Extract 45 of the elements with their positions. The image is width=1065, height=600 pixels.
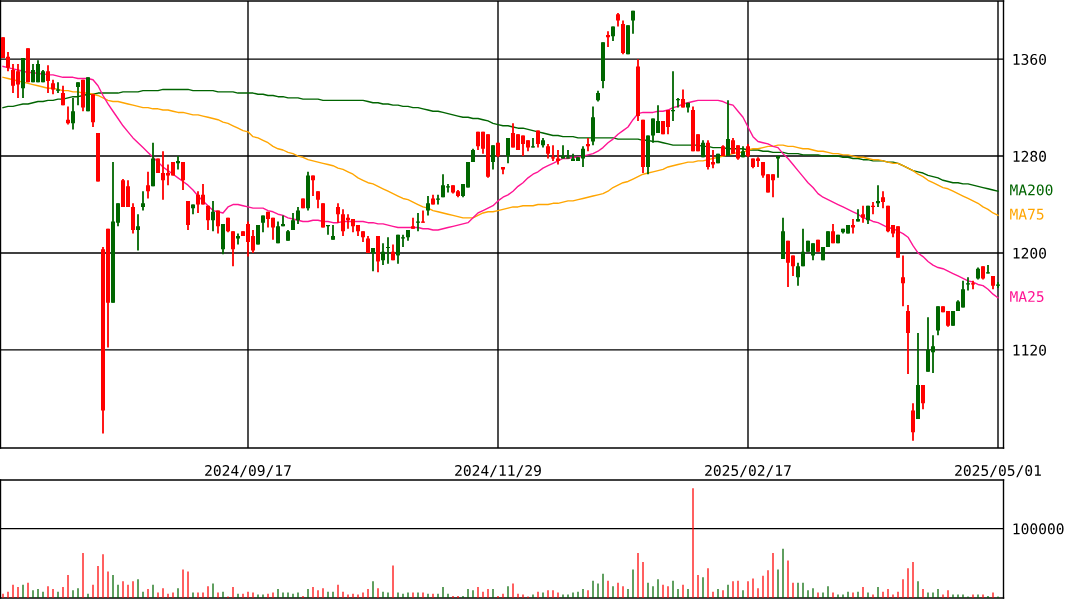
candlestick — [436, 193, 440, 206]
candlestick — [136, 213, 140, 252]
y-tick-label: 100000 — [1013, 523, 1064, 535]
candlestick — [681, 88, 685, 109]
candlestick — [801, 227, 805, 268]
candlestick — [426, 195, 430, 217]
x-tick-label: 2024/09/17 — [205, 465, 291, 478]
candlestick — [986, 264, 990, 275]
candlestick — [206, 204, 210, 231]
y-tick-label: 1200 — [1013, 247, 1047, 259]
candlestick — [921, 384, 925, 411]
candlestick — [421, 209, 425, 224]
candlestick — [336, 202, 340, 224]
candlestick — [491, 144, 495, 171]
candlestick — [211, 199, 215, 233]
y-tick-label: 1360 — [1013, 53, 1047, 65]
series-label: MA200 — [1010, 184, 1053, 196]
series-label: MA75 — [1010, 208, 1044, 220]
candlestick — [56, 81, 60, 94]
candlestick — [131, 202, 135, 235]
candlestick — [901, 254, 905, 308]
series-label: MA25 — [1010, 291, 1044, 303]
x-tick-label: 2025/05/01 — [955, 465, 1041, 478]
candlestick — [906, 304, 910, 376]
candlestick — [71, 97, 75, 131]
candlestick — [851, 218, 855, 235]
x-tick-label: 2024/11/29 — [455, 465, 541, 478]
y-tick-label: 1120 — [1013, 344, 1047, 356]
candlestick — [726, 99, 730, 157]
candlestick — [911, 402, 915, 442]
candlestick — [311, 174, 315, 197]
candlestick — [556, 149, 560, 166]
candlestick — [141, 190, 145, 212]
x-tick-label: 2025/02/17 — [705, 465, 791, 478]
candlestick — [796, 261, 800, 287]
candlestick — [46, 64, 50, 94]
candlestick — [231, 230, 235, 268]
candlestick — [416, 212, 420, 233]
candlestick — [531, 136, 535, 149]
candlestick — [146, 170, 150, 200]
candlestick — [371, 247, 375, 273]
y-tick-label: 1280 — [1013, 150, 1047, 162]
candlestick — [381, 242, 385, 266]
candlestick — [506, 136, 510, 165]
candlestick — [181, 161, 185, 191]
